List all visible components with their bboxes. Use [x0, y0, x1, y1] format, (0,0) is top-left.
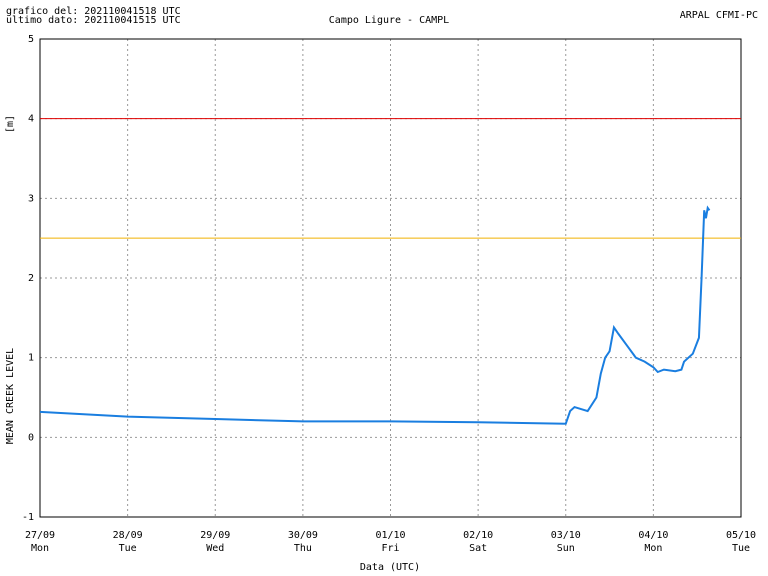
x-tick-label: 01/10 [375, 530, 405, 541]
x-tick-weekday: Mon [644, 543, 662, 554]
x-tick-weekday: Fri [381, 543, 399, 554]
y-tick-label: 0 [28, 432, 34, 443]
y-tick-label: 5 [28, 34, 34, 45]
y-tick-label: 2 [28, 273, 34, 284]
y-unit: [m] [5, 115, 16, 133]
x-tick-weekday: Tue [732, 543, 750, 554]
last-data-time: ultimo dato: 202110041515 UTC [6, 15, 181, 26]
x-tick-label: 05/10 [726, 530, 756, 541]
y-tick-label: 4 [28, 114, 34, 125]
x-tick-weekday: Sat [469, 543, 487, 554]
x-tick-label: 03/10 [551, 530, 581, 541]
x-tick-label: 02/10 [463, 530, 493, 541]
x-tick-label: 30/09 [288, 530, 318, 541]
y-tick-label: -1 [22, 512, 34, 523]
data-line [39, 205, 711, 425]
y-axis-label: MEAN CREEK LEVEL [5, 348, 16, 444]
x-tick-label: 27/09 [25, 530, 55, 541]
y-tick-label: 1 [28, 353, 34, 364]
x-tick-weekday: Mon [31, 543, 49, 554]
x-axis-label: Data (UTC) [360, 562, 420, 573]
x-tick-weekday: Thu [294, 543, 312, 554]
chart-title: Campo Ligure - CAMPL [329, 15, 449, 26]
x-tick-label: 29/09 [200, 530, 230, 541]
x-tick-weekday: Sun [557, 543, 575, 554]
y-tick-label: 3 [28, 193, 34, 204]
x-tick-weekday: Tue [119, 543, 137, 554]
source: ARPAL CFMI-PC [680, 10, 758, 21]
x-tick-label: 04/10 [638, 530, 668, 541]
generated-time: grafico del: 202110041518 UTC [6, 6, 181, 17]
plot-frame [39, 38, 742, 518]
x-tick-label: 28/09 [113, 530, 143, 541]
x-tick-weekday: Wed [206, 543, 224, 554]
